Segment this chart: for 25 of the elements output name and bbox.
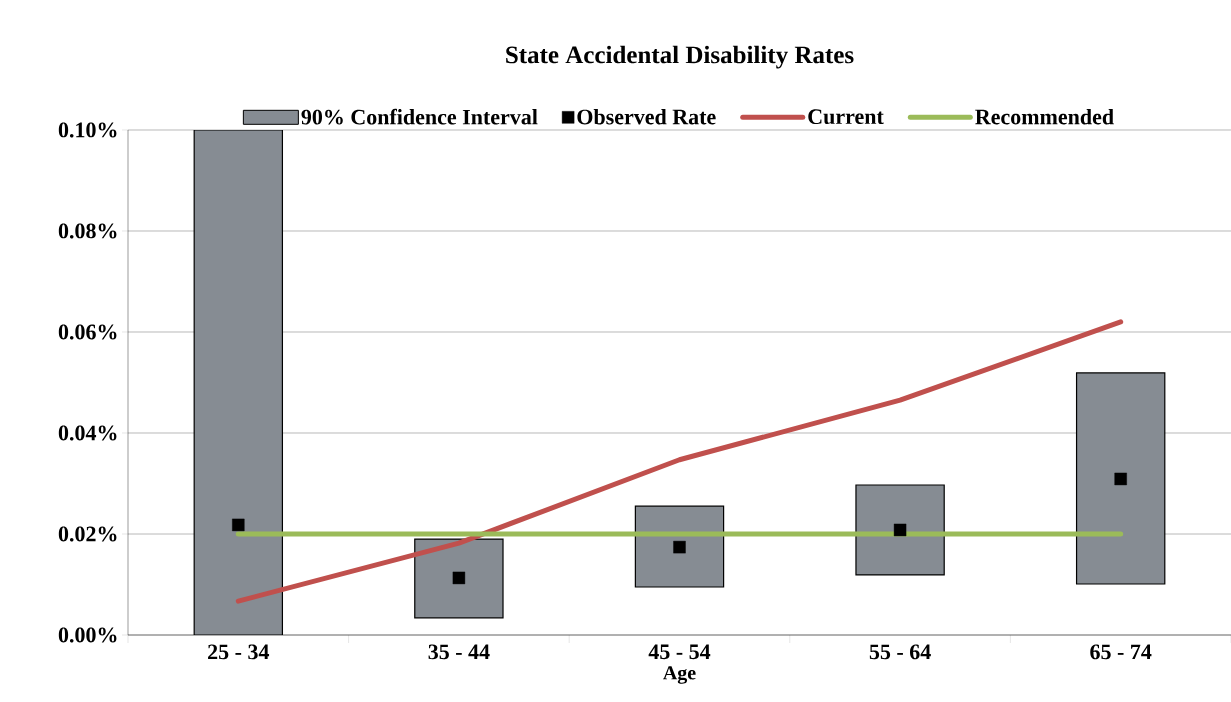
y-tick-label: 0.08% bbox=[58, 223, 117, 239]
point bbox=[232, 518, 245, 532]
point bbox=[1114, 472, 1127, 486]
point bbox=[673, 540, 686, 554]
legend-label: Current bbox=[808, 109, 884, 125]
y-tick-label: 0.10% bbox=[58, 122, 117, 138]
y-tick-label: 0.00% bbox=[58, 627, 117, 643]
x-tick-label: 45 - 54 bbox=[648, 644, 711, 660]
chart-title: State Accidental Disability Rates bbox=[506, 45, 854, 69]
bar bbox=[414, 538, 504, 619]
x-tick-label: 35 - 44 bbox=[428, 644, 490, 660]
legend-label: Recommended bbox=[975, 108, 1114, 125]
bar bbox=[855, 484, 945, 576]
x-tick-label: 65 - 74 bbox=[1090, 644, 1152, 660]
x-tick-label: 55 - 64 bbox=[869, 644, 931, 660]
x-axis-title: Age bbox=[663, 666, 696, 684]
x-tick-label: 25 - 34 bbox=[208, 644, 270, 660]
legend-label: 90% Confidence Interval bbox=[301, 108, 538, 125]
point bbox=[893, 523, 907, 537]
point bbox=[452, 571, 466, 585]
bar bbox=[1075, 372, 1166, 585]
legend-label: Observed Rate bbox=[577, 108, 716, 125]
y-tick-label: 0.04% bbox=[58, 425, 117, 441]
y-tick-label: 0.02% bbox=[58, 526, 117, 542]
y-tick-label: 0.06% bbox=[58, 324, 117, 340]
